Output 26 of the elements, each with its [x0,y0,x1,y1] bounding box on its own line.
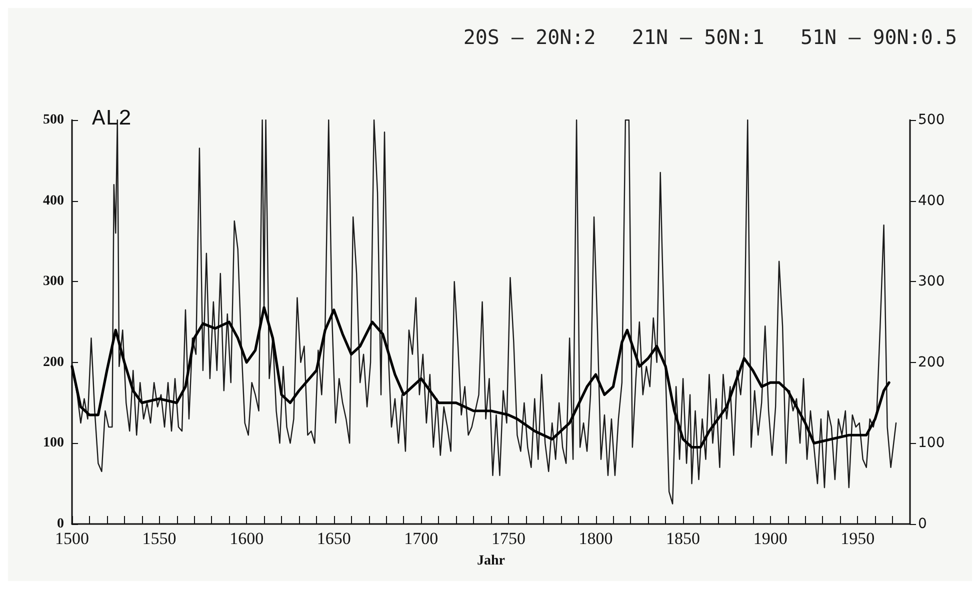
x-tick-label: 1800 [578,529,613,548]
x-tick-label: 1500 [55,529,89,548]
y-tick-label: 300 [43,274,64,290]
x-tick-label: 1750 [491,529,526,548]
y2-tick-label: 400 [918,192,945,209]
y-tick-label: 500 [43,112,64,128]
x-tick-label: 1600 [230,529,264,548]
x-axis-title: Jahr [477,554,505,568]
y-tick-label: 0 [57,516,64,532]
x-tick-label: 1550 [142,529,176,548]
y-tick-label: 100 [43,436,64,451]
y2-tick-label: 200 [918,354,945,370]
y-tick-label: 400 [43,193,64,208]
line-series [70,306,890,449]
x-tick-label: 1850 [666,529,700,548]
chart-title: 20S – 20N:2 21N – 50N:1 51N – 90N:0.5 [463,25,958,49]
y2-tick-label: 100 [918,435,945,452]
x-tick-label: 1950 [840,529,875,548]
x-tick-label: 1700 [404,529,438,548]
x-tick-label: 1650 [316,529,351,548]
x-tick-label: 1900 [753,529,788,548]
y2-tick-label: 300 [918,274,945,290]
y-tick-label: 200 [43,354,64,370]
y2-tick-label: 500 [918,112,945,128]
annotation: AL2 [92,106,132,132]
y2-tick-label: 0 [918,516,927,532]
